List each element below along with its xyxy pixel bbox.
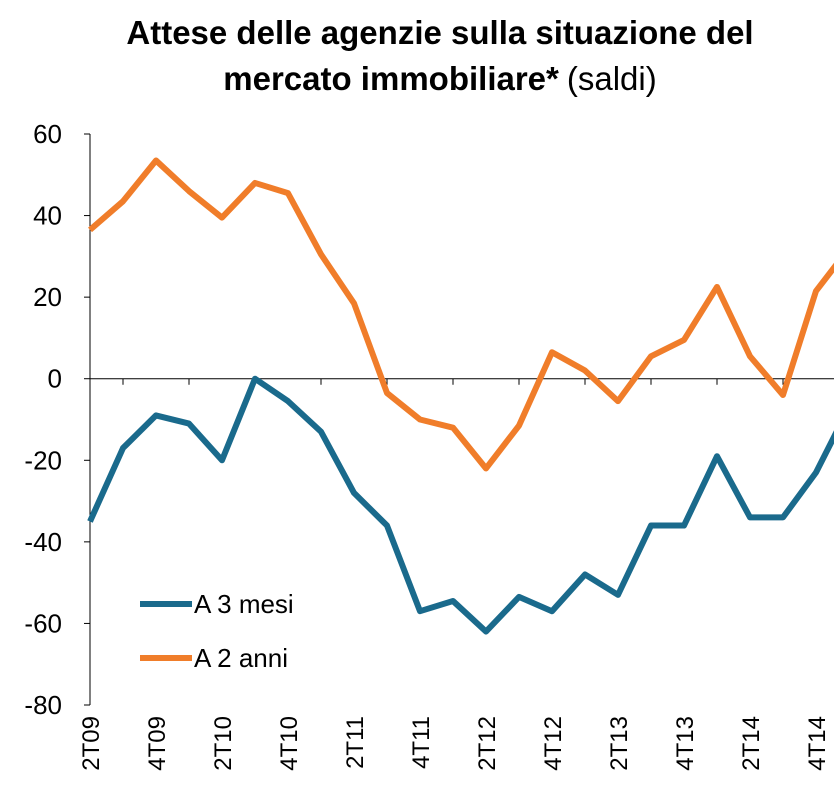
chart-title: mercato immobiliare* (saldi) bbox=[223, 60, 656, 97]
legend-label: A 2 anni bbox=[194, 643, 288, 673]
x-tick-label: 2T13 bbox=[606, 716, 633, 771]
y-tick-label: 20 bbox=[33, 282, 62, 312]
y-tick-label: 60 bbox=[33, 119, 62, 149]
x-tick-label: 4T14 bbox=[804, 716, 831, 771]
chart-subtitle: (saldi) bbox=[567, 60, 657, 97]
x-tick-label: 4T13 bbox=[672, 716, 699, 771]
legend-label: A 3 mesi bbox=[194, 589, 294, 619]
line-series bbox=[88, 157, 834, 472]
y-tick-label: -40 bbox=[24, 527, 62, 557]
x-tick-label: 2T10 bbox=[210, 716, 237, 771]
y-tick-label: -20 bbox=[24, 445, 62, 475]
x-tick-label: 2T09 bbox=[78, 716, 105, 771]
chart-title: mercato immobiliare* bbox=[223, 60, 559, 97]
y-tick-label: -60 bbox=[24, 608, 62, 638]
x-tick-label: 4T12 bbox=[540, 716, 567, 771]
y-tick-label: 40 bbox=[33, 201, 62, 231]
y-tick-label: -80 bbox=[24, 690, 62, 720]
x-tick-label: 4T09 bbox=[144, 716, 171, 771]
x-tick-label: 2T14 bbox=[738, 716, 765, 771]
x-tick-label: 2T12 bbox=[474, 716, 501, 771]
line-series bbox=[87, 375, 834, 635]
chart-title: Attese delle agenzie sulla situazione de… bbox=[126, 14, 753, 51]
x-tick-label: 2T11 bbox=[342, 716, 369, 769]
x-tick-label: 4T11 bbox=[408, 716, 435, 769]
x-tick-label: 4T10 bbox=[276, 716, 303, 771]
y-tick-label: 0 bbox=[48, 364, 62, 394]
